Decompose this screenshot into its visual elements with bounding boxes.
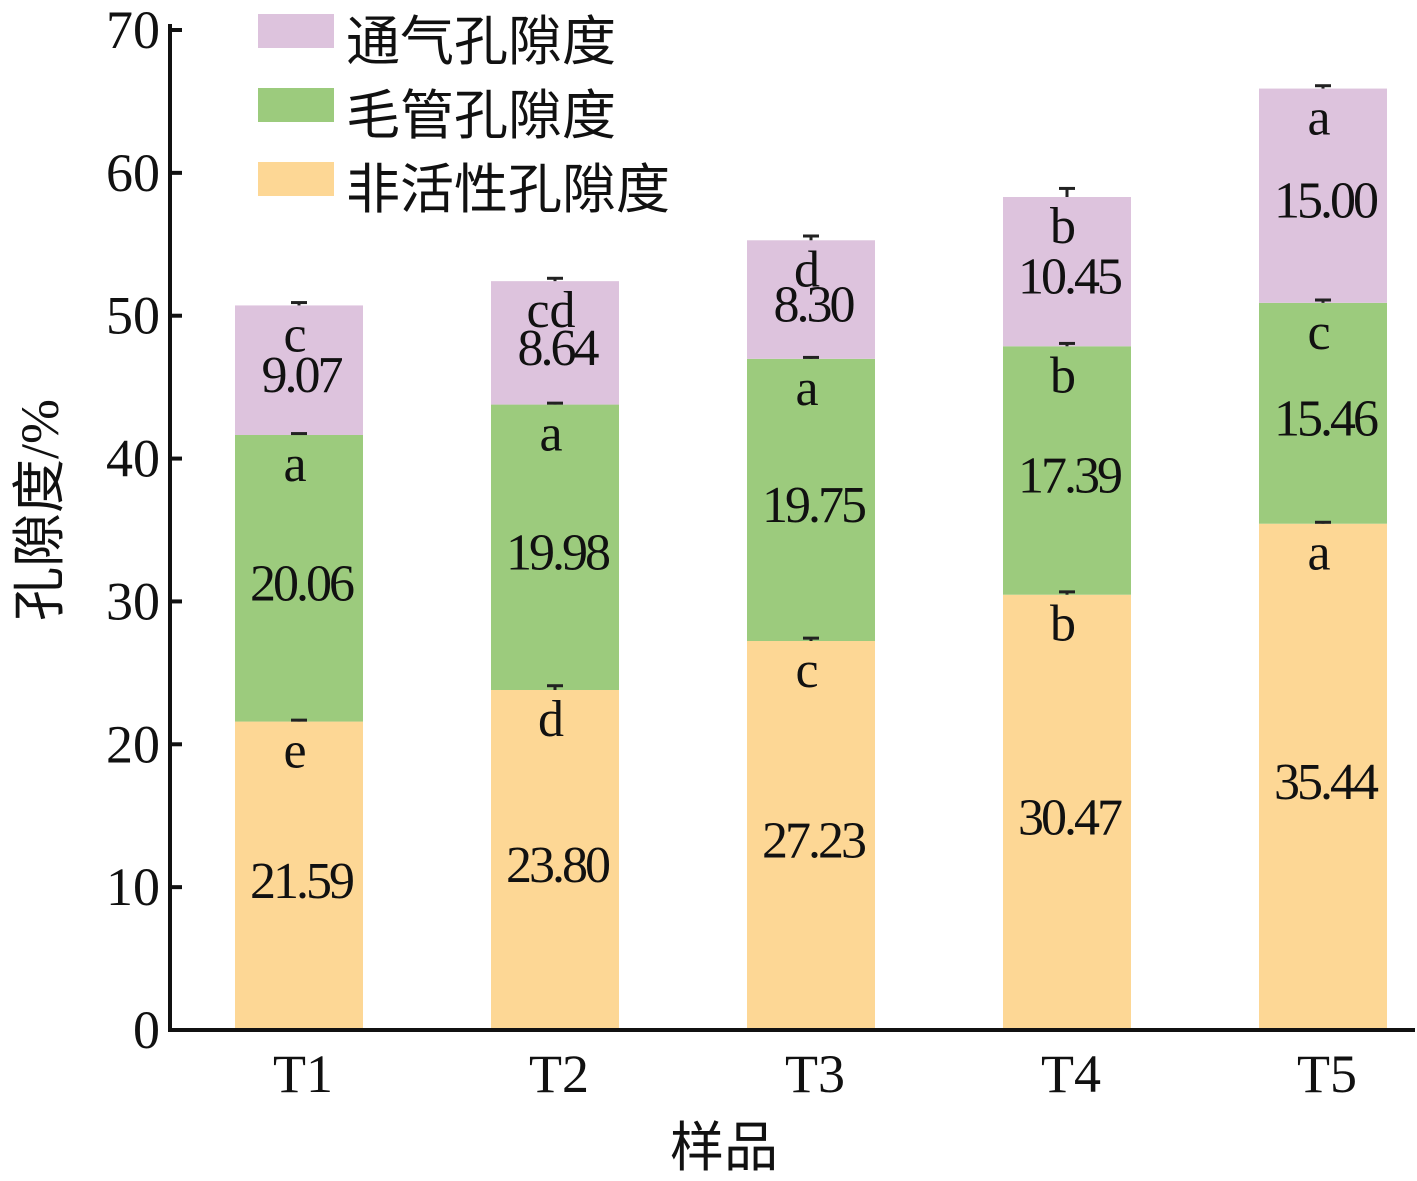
legend-label: 非活性孔隙度 xyxy=(346,160,670,220)
bar-segment-T5-s2 xyxy=(1259,88,1387,303)
y-axis-title: 孔隙度/% xyxy=(10,399,70,621)
significance-letter: b xyxy=(1050,198,1076,255)
significance-letter: a xyxy=(539,406,562,463)
value-label: 10.45 xyxy=(1018,249,1121,306)
bar-segment-T4-s1 xyxy=(1003,346,1131,595)
y-tick-label: 60 xyxy=(106,143,160,203)
significance-letter: a xyxy=(1307,90,1330,147)
bar-segment-T5-s1 xyxy=(1259,302,1387,524)
x-axis-title: 样品 xyxy=(670,1118,778,1178)
y-tick-label: 50 xyxy=(106,286,160,346)
significance-letter: a xyxy=(283,436,306,493)
value-label: 19.98 xyxy=(506,524,610,581)
bar-segment-T2-s0 xyxy=(491,690,619,1030)
significance-letter: e xyxy=(283,723,306,780)
value-label: 8.64 xyxy=(518,320,600,377)
value-label: 9.07 xyxy=(262,347,343,404)
significance-letter: d xyxy=(538,691,564,748)
labels-layer: 21.59e20.06a9.07c23.80d19.98a8.64cd27.23… xyxy=(250,84,1382,910)
y-tick-label: 10 xyxy=(106,857,160,917)
significance-letter: b xyxy=(1050,596,1076,653)
bar-segment-T2-s1 xyxy=(491,404,619,690)
x-tick-label: T5 xyxy=(1297,1044,1357,1104)
bar-segment-T3-s1 xyxy=(747,358,875,641)
bars-layer xyxy=(235,88,1387,1030)
significance-letter: a xyxy=(795,360,818,417)
value-label: 30.47 xyxy=(1018,789,1122,846)
bar-segment-T1-s2 xyxy=(235,305,363,435)
significance-letter: a xyxy=(1307,525,1330,582)
significance-letter: c xyxy=(1307,304,1330,361)
value-label: 17.39 xyxy=(1018,448,1121,505)
significance-letter: b xyxy=(1050,347,1076,404)
value-label: 23.80 xyxy=(506,837,610,894)
y-tick-label: 40 xyxy=(106,429,160,489)
legend-swatch xyxy=(258,88,334,122)
bar-segment-T3-s0 xyxy=(747,641,875,1030)
bar-segment-T1-s0 xyxy=(235,721,363,1030)
bar-segment-T1-s1 xyxy=(235,435,363,722)
axes-layer: T1 T2 T3 T4 T5 0 10 20 30 40 50 60 70 xyxy=(106,0,1415,1104)
significance-letter: c xyxy=(795,642,818,699)
bar-segment-T5-s0 xyxy=(1259,523,1387,1030)
value-label: 35.44 xyxy=(1274,754,1379,811)
legend-label: 毛管孔隙度 xyxy=(346,86,616,146)
significance-letter: c xyxy=(283,306,306,363)
value-label: 19.75 xyxy=(762,477,865,534)
bar-segment-T4-s0 xyxy=(1003,594,1131,1030)
legend-swatch xyxy=(258,14,334,48)
value-label: 8.30 xyxy=(774,277,855,334)
value-label: 21.59 xyxy=(250,853,353,910)
value-label: 15.00 xyxy=(1274,173,1378,230)
bar-segment-T2-s2 xyxy=(491,281,619,405)
y-tick-label: 30 xyxy=(106,571,160,631)
legend-label: 通气孔隙度 xyxy=(346,12,616,72)
x-tick-label: T4 xyxy=(1041,1044,1101,1104)
value-label: 20.06 xyxy=(250,555,354,612)
y-tick-label: 0 xyxy=(133,1000,160,1060)
y-tick-label: 20 xyxy=(106,714,160,774)
value-label: 27.23 xyxy=(762,813,865,870)
bar-segment-T3-s2 xyxy=(747,240,875,359)
bar-segment-T4-s2 xyxy=(1003,197,1131,347)
significance-letter: cd xyxy=(526,282,575,339)
significance-letter: d xyxy=(794,241,820,298)
value-label: 15.46 xyxy=(1274,390,1378,447)
y-tick-label: 70 xyxy=(106,0,160,60)
x-tick-label: T3 xyxy=(785,1044,845,1104)
x-tick-label: T2 xyxy=(529,1044,589,1104)
x-tick-label: T1 xyxy=(273,1044,333,1104)
legend-swatch xyxy=(258,162,334,196)
